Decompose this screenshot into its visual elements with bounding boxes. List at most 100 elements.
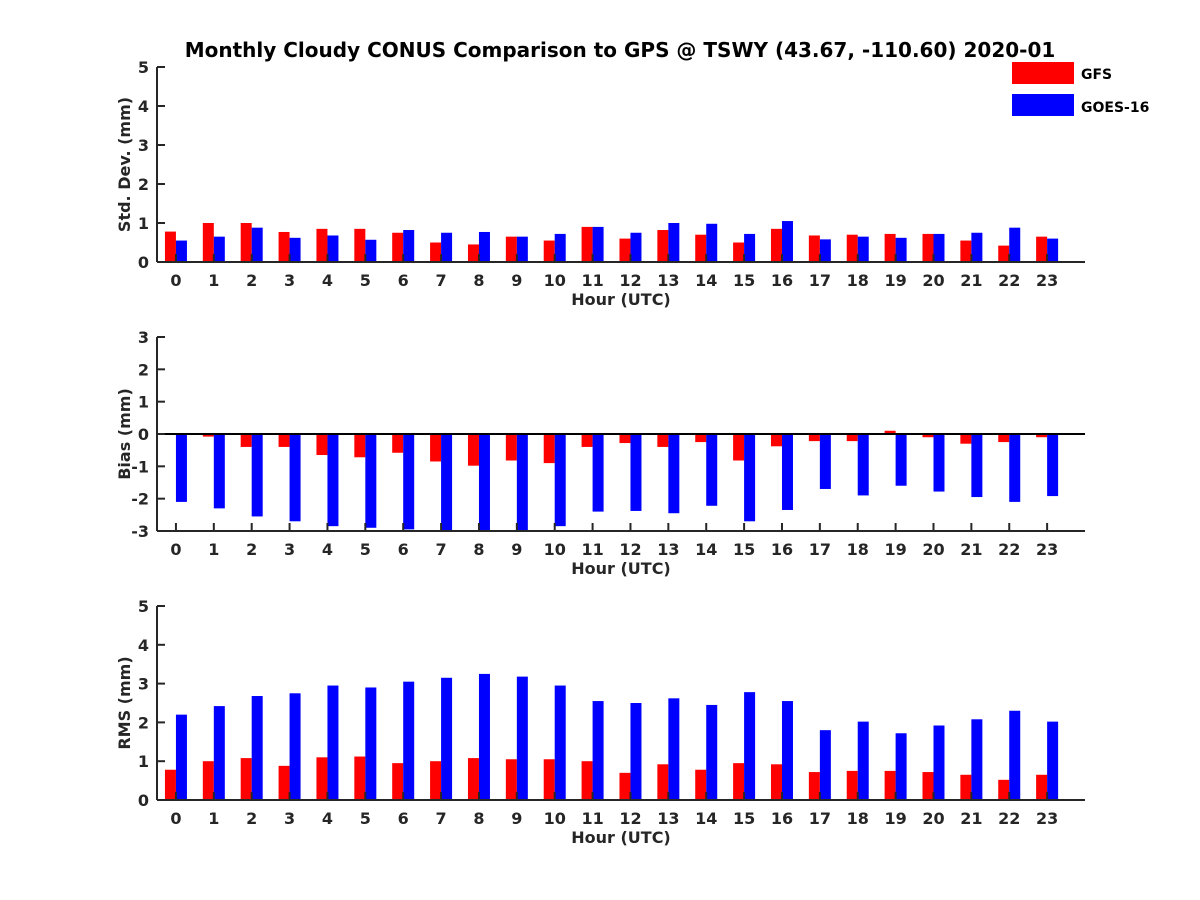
std-dev-y-tick-label: 5 bbox=[138, 58, 149, 77]
bias-y-tick-label: 1 bbox=[138, 393, 149, 412]
std-dev-x-tick-label: 16 bbox=[771, 271, 793, 290]
bias-x-tick-label: 13 bbox=[657, 540, 679, 559]
bias-bar-goes16-hour-21 bbox=[971, 434, 983, 498]
rms-y-tick-label: 5 bbox=[138, 597, 149, 616]
rms-bar-goes16-hour-7 bbox=[441, 677, 453, 800]
bias-bar-gfs-hour-16 bbox=[770, 434, 782, 447]
bias-bar-gfs-hour-23 bbox=[1036, 434, 1048, 438]
rms-x-tick-label: 21 bbox=[960, 809, 982, 828]
rms-bar-gfs-hour-5 bbox=[354, 756, 366, 800]
rms-bar-goes16-hour-3 bbox=[289, 693, 301, 800]
std-dev-bar-goes16-hour-15 bbox=[744, 233, 756, 262]
rms-bar-gfs-hour-12 bbox=[619, 772, 631, 800]
bias-bar-goes16-hour-9 bbox=[516, 434, 528, 531]
bias-bar-goes16-hour-18 bbox=[857, 434, 869, 496]
rms-y-tick-label: 3 bbox=[138, 675, 149, 694]
rms-bar-gfs-hour-18 bbox=[846, 770, 858, 800]
rms-bar-gfs-hour-6 bbox=[392, 763, 404, 800]
bias-bar-goes16-hour-20 bbox=[933, 434, 945, 492]
bias-x-tick-label: 20 bbox=[922, 540, 944, 559]
std-dev-bar-gfs-hour-17 bbox=[808, 235, 820, 262]
bias-bar-gfs-hour-14 bbox=[695, 434, 707, 443]
bias-x-tick-label: 2 bbox=[246, 540, 257, 559]
std-dev-bar-gfs-hour-4 bbox=[316, 228, 328, 262]
rms-bar-gfs-hour-15 bbox=[733, 763, 745, 800]
bias-x-tick-label: 8 bbox=[473, 540, 484, 559]
std-dev-bar-goes16-hour-22 bbox=[1009, 227, 1021, 262]
bias-bar-gfs-hour-18 bbox=[846, 434, 858, 442]
rms-bar-gfs-hour-23 bbox=[1036, 774, 1048, 800]
bias-bar-gfs-hour-9 bbox=[505, 434, 517, 461]
bias-bar-goes16-hour-16 bbox=[781, 434, 793, 510]
bias-x-axis-label: Hour (UTC) bbox=[571, 559, 671, 578]
std-dev-x-tick-label: 19 bbox=[884, 271, 906, 290]
std-dev-bar-gfs-hour-15 bbox=[733, 242, 745, 262]
rms-bar-goes16-hour-8 bbox=[478, 673, 490, 800]
bias-bar-gfs-hour-5 bbox=[354, 434, 366, 458]
rms-bar-goes16-hour-20 bbox=[933, 725, 945, 800]
rms-x-tick-label: 18 bbox=[847, 809, 869, 828]
std-dev-bar-gfs-hour-1 bbox=[202, 223, 214, 262]
rms-bar-goes16-hour-17 bbox=[819, 730, 831, 800]
rms-x-tick-label: 11 bbox=[581, 809, 603, 828]
rms-y-axis-label: RMS (mm) bbox=[115, 656, 134, 749]
rms-bar-goes16-hour-19 bbox=[895, 733, 907, 800]
rms-bar-gfs-hour-9 bbox=[505, 759, 517, 800]
bias-bar-goes16-hour-2 bbox=[251, 434, 263, 517]
bias-x-tick-label: 10 bbox=[544, 540, 566, 559]
rms-bar-goes16-hour-10 bbox=[554, 685, 566, 800]
rms-y-tick-label: 2 bbox=[138, 713, 149, 732]
std-dev-bar-goes16-hour-10 bbox=[554, 233, 566, 262]
rms-bar-goes16-hour-9 bbox=[516, 676, 528, 800]
rms-x-axis-label: Hour (UTC) bbox=[571, 828, 671, 847]
rms-x-tick-label: 19 bbox=[884, 809, 906, 828]
rms-bar-goes16-hour-16 bbox=[781, 701, 793, 800]
std-dev-bar-gfs-hour-18 bbox=[846, 234, 858, 262]
std-dev-bar-goes16-hour-4 bbox=[327, 235, 339, 262]
std-dev-bar-gfs-hour-11 bbox=[581, 226, 593, 262]
rms-bar-gfs-hour-1 bbox=[202, 761, 214, 800]
std-dev-bar-goes16-hour-23 bbox=[1047, 238, 1059, 262]
bias-bar-goes16-hour-8 bbox=[478, 434, 490, 531]
rms-x-tick-label: 7 bbox=[436, 809, 447, 828]
rms-x-tick-label: 22 bbox=[998, 809, 1020, 828]
rms-bar-gfs-hour-7 bbox=[430, 761, 442, 800]
std-dev-bar-gfs-hour-2 bbox=[240, 223, 252, 262]
bias-bar-gfs-hour-2 bbox=[240, 434, 252, 447]
std-dev-bar-goes16-hour-6 bbox=[403, 230, 415, 262]
rms-x-tick-label: 0 bbox=[170, 809, 181, 828]
figure-title: Monthly Cloudy CONUS Comparison to GPS @… bbox=[185, 38, 1056, 62]
bias-bar-goes16-hour-3 bbox=[289, 434, 301, 522]
bias-bar-goes16-hour-7 bbox=[441, 434, 453, 531]
std-dev-bar-goes16-hour-1 bbox=[213, 236, 225, 262]
rms-bar-gfs-hour-14 bbox=[695, 769, 707, 800]
std-dev-bar-goes16-hour-2 bbox=[251, 227, 263, 262]
std-dev-y-tick-label: 1 bbox=[138, 214, 149, 233]
rms-x-tick-label: 2 bbox=[246, 809, 257, 828]
std-dev-x-tick-label: 14 bbox=[695, 271, 717, 290]
bias-bar-gfs-hour-12 bbox=[619, 434, 631, 444]
rms-x-tick-label: 16 bbox=[771, 809, 793, 828]
std-dev-x-tick-label: 22 bbox=[998, 271, 1020, 290]
bias-y-tick-label: -2 bbox=[131, 490, 149, 509]
bias-bar-gfs-hour-4 bbox=[316, 434, 328, 456]
bias-bar-gfs-hour-6 bbox=[392, 434, 404, 453]
bias-bar-gfs-hour-10 bbox=[543, 434, 555, 464]
bias-bar-gfs-hour-7 bbox=[430, 434, 442, 462]
rms-x-tick-label: 23 bbox=[1036, 809, 1058, 828]
std-dev-bar-goes16-hour-18 bbox=[857, 236, 869, 262]
std-dev-x-tick-label: 23 bbox=[1036, 271, 1058, 290]
legend-label-gfs: GFS bbox=[1081, 67, 1112, 83]
std-dev-bar-gfs-hour-22 bbox=[998, 245, 1010, 262]
std-dev-x-tick-label: 12 bbox=[619, 271, 641, 290]
rms-bar-goes16-hour-23 bbox=[1047, 721, 1059, 800]
std-dev-bar-gfs-hour-9 bbox=[505, 236, 517, 262]
std-dev-bar-goes16-hour-13 bbox=[668, 223, 680, 262]
bias-bar-goes16-hour-12 bbox=[630, 434, 642, 511]
std-dev-bar-goes16-hour-11 bbox=[592, 226, 604, 262]
bias-bar-gfs-hour-1 bbox=[202, 434, 214, 437]
legend: GFS GOES-16 bbox=[1012, 62, 1149, 116]
rms-bar-gfs-hour-17 bbox=[808, 772, 820, 800]
rms-bar-goes16-hour-11 bbox=[592, 701, 604, 800]
